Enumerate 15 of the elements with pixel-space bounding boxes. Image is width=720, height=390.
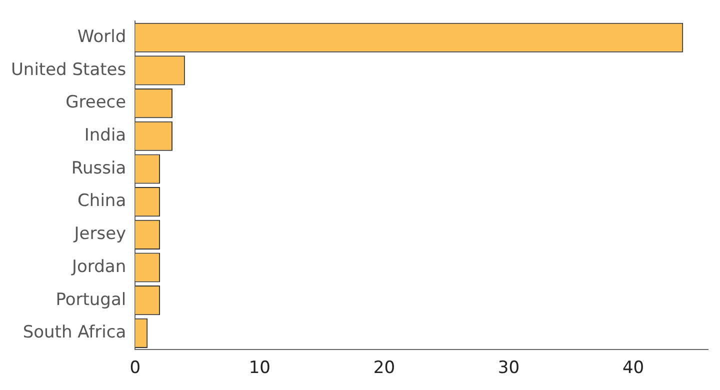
y-tick-label: India (84, 126, 126, 146)
y-tick-label: Portugal (56, 290, 126, 310)
y-tick-label: China (78, 191, 126, 212)
x-tick-label: 20 (373, 358, 396, 378)
y-tick-label: Russia (71, 158, 126, 178)
y-tick-label: World (77, 27, 126, 48)
y-tick-label: Jordan (71, 256, 126, 277)
x-tick-label: 40 (622, 358, 644, 378)
x-tick-label: 30 (498, 358, 520, 378)
y-tick-label: Greece (66, 92, 126, 113)
y-tick-label: United States (10, 60, 126, 80)
y-tick-label: Jersey (73, 224, 126, 244)
y-tick-label: South Africa (22, 322, 126, 343)
x-tick-label: 10 (248, 358, 270, 378)
x-tick-label: 0 (130, 358, 141, 378)
